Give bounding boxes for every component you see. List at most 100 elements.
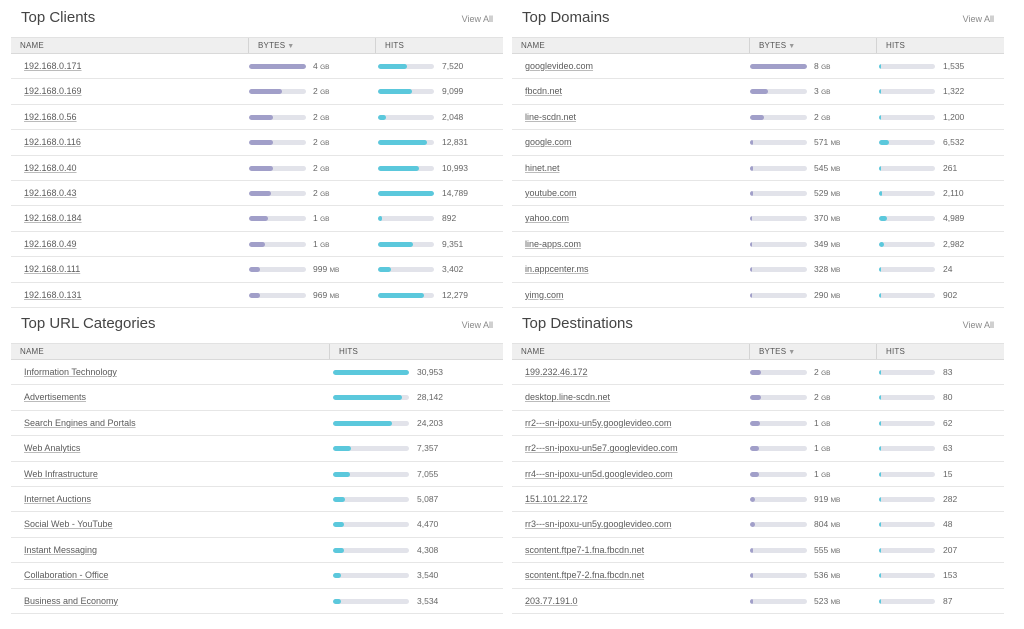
bytes-bar-fill [750, 573, 754, 579]
hits-bar [879, 522, 935, 528]
row-name-link[interactable]: Search Engines and Portals [24, 417, 136, 428]
bytes-value: 999 MB [313, 264, 339, 274]
top-clients-panel: Top Clients View All NAME BYTES ▼ HITS 19… [11, 0, 503, 308]
bytes-value: 3 GB [814, 86, 831, 96]
row-name-link[interactable]: 192.168.0.169 [24, 86, 82, 97]
column-header-hits[interactable]: HITS [329, 344, 503, 359]
row-name-link[interactable]: desktop.line-scdn.net [525, 392, 611, 403]
bytes-number: 8 [814, 61, 819, 71]
row-name-link[interactable]: hinet.net [525, 162, 560, 173]
row-name-link[interactable]: Information Technology [24, 367, 117, 377]
row-name-link[interactable]: 192.168.0.131 [24, 289, 82, 300]
bytes-value: 2 GB [313, 188, 330, 198]
bytes-bar-fill [750, 190, 754, 196]
row-name-link[interactable]: yahoo.com [525, 213, 570, 224]
hits-bar [333, 446, 409, 452]
view-all-link[interactable]: View All [461, 320, 493, 330]
row-name-link[interactable]: Web Analytics [24, 443, 81, 454]
table-row: rr4---sn-ipoxu-un5d.googlevideo.com 1 GB 1… [512, 462, 1004, 487]
bytes-number: 2 [313, 187, 318, 198]
table-body: 199.232.46.172 2 GB 83 desktop.line-scdn.ne… [512, 360, 1004, 614]
hits-bar [333, 547, 409, 553]
row-name-link[interactable]: rr3---sn-ipoxu-un5y.googlevideo.com [525, 519, 672, 530]
top-domains-panel: Top Domains View All NAME BYTES ▼ HITS go… [512, 0, 1004, 308]
panel-title: Top Destinations [522, 315, 633, 332]
column-header-bytes[interactable]: BYTES ▼ [749, 38, 876, 53]
row-name-link[interactable]: 203.77.191.0 [525, 595, 578, 606]
hits-bar [879, 598, 935, 604]
column-header-name[interactable]: NAME [512, 344, 749, 359]
row-name-link[interactable]: 192.168.0.111 [24, 264, 81, 275]
column-header-bytes[interactable]: BYTES ▼ [248, 38, 375, 53]
hits-bar-fill [879, 573, 882, 579]
row-name-link[interactable]: line-scdn.net [525, 111, 577, 122]
view-all-link[interactable]: View All [962, 320, 994, 330]
bytes-bar [750, 267, 807, 273]
row-name-link[interactable]: Advertisements [24, 392, 87, 403]
row-name-link[interactable]: googlevideo.com [525, 61, 594, 71]
row-name-link[interactable]: fbcdn.net [525, 86, 563, 97]
row-name-link[interactable]: 192.168.0.56 [24, 111, 77, 122]
bytes-number: 2 [313, 111, 318, 122]
row-name-link[interactable]: scontent.ftpe7-1.fna.fbcdn.net [525, 544, 645, 555]
table-row: rr2---sn-ipoxu-un5y.googlevideo.com 1 GB 6… [512, 411, 1004, 437]
row-name-link[interactable]: Business and Economy [24, 595, 119, 606]
row-name-link[interactable]: rr4---sn-ipoxu-un5d.googlevideo.com [525, 468, 673, 479]
row-name-link[interactable]: rr2---sn-ipoxu-un5y.googlevideo.com [525, 417, 672, 428]
row-name-link[interactable]: Social Web - YouTube [24, 519, 113, 530]
row-name-link[interactable]: google.com [525, 137, 572, 148]
row-name-link[interactable]: 199.232.46.172 [525, 367, 588, 377]
hits-bar-fill [879, 522, 882, 528]
bytes-bar [750, 446, 807, 452]
bytes-bar [249, 140, 306, 146]
view-all-link[interactable]: View All [962, 14, 994, 24]
row-name-link[interactable]: scontent.ftpe7-2.fna.fbcdn.net [525, 570, 645, 581]
row-name-link[interactable]: 192.168.0.171 [24, 61, 82, 71]
row-name-link[interactable]: Internet Auctions [24, 493, 92, 504]
column-header-name[interactable]: NAME [11, 344, 329, 359]
row-name-link[interactable]: youtube.com [525, 187, 577, 198]
bytes-value: 290 MB [814, 290, 840, 300]
bytes-value: 804 MB [814, 519, 840, 529]
row-name-link[interactable]: 192.168.0.40 [24, 162, 77, 173]
row-name-link[interactable]: 192.168.0.184 [24, 213, 82, 224]
row-name-link[interactable]: 192.168.0.43 [24, 187, 77, 198]
hits-value: 3,534 [417, 595, 439, 606]
bytes-value: 1 GB [313, 213, 330, 223]
table-row: fbcdn.net 3 GB 1,322 [512, 79, 1004, 105]
column-header-bytes[interactable]: BYTES ▼ [749, 344, 876, 359]
column-header-hits[interactable]: HITS [876, 344, 1004, 359]
row-name-link[interactable]: 192.168.0.116 [24, 137, 81, 148]
row-name-link[interactable]: yimg.com [525, 289, 564, 300]
hits-bar [333, 496, 409, 502]
bytes-unit: MB [830, 165, 841, 173]
bytes-unit: MB [329, 267, 340, 275]
bytes-value: 529 MB [814, 188, 840, 198]
view-all-link[interactable]: View All [461, 14, 493, 24]
hits-value: 87 [943, 595, 953, 606]
row-name-link[interactable]: Instant Messaging [24, 544, 98, 555]
row-name-link[interactable]: 151.101.22.172 [525, 493, 588, 504]
column-header-hits[interactable]: HITS [876, 38, 1004, 53]
row-name-link[interactable]: 192.168.0.49 [24, 238, 77, 249]
sort-down-icon: ▼ [788, 43, 796, 50]
bytes-value: 969 MB [313, 290, 339, 300]
hits-bar [378, 165, 434, 171]
bytes-unit: GB [320, 114, 330, 122]
row-name-link[interactable]: rr2---sn-ipoxu-un5e7.googlevideo.com [525, 443, 678, 454]
column-header-name[interactable]: NAME [11, 38, 248, 53]
bytes-number: 2 [814, 392, 819, 403]
hits-value: 2,110 [943, 187, 964, 198]
row-name-link[interactable]: Collaboration - Office [24, 570, 109, 581]
bytes-bar [750, 190, 807, 196]
hits-bar-fill [333, 420, 393, 426]
table-row: Social Web - YouTube 4,470 [11, 512, 503, 538]
row-name-link[interactable]: in.appcenter.ms [525, 264, 589, 275]
column-header-name[interactable]: NAME [512, 38, 749, 53]
hits-value: 10,993 [442, 162, 468, 173]
row-name-link[interactable]: line-apps.com [525, 238, 582, 249]
hits-bar-fill [879, 547, 882, 553]
bytes-bar-fill [249, 114, 273, 120]
row-name-link[interactable]: Web Infrastructure [24, 468, 98, 479]
column-header-hits[interactable]: HITS [375, 38, 503, 53]
